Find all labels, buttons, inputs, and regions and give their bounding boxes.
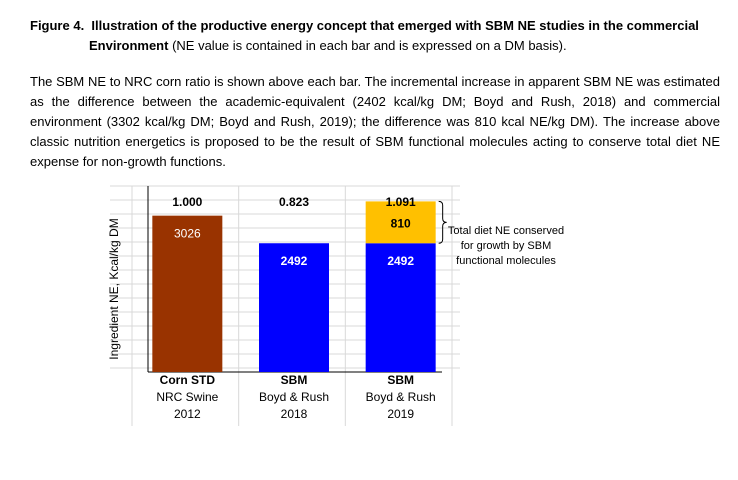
y-axis-label: Ingredient NE, Kcal/kg DM bbox=[107, 218, 121, 359]
data-label: 2492 bbox=[387, 254, 414, 268]
figure-label: Figure 4. bbox=[30, 18, 85, 33]
annotation-brace bbox=[438, 200, 447, 244]
category-label: SBM bbox=[387, 373, 414, 387]
figure-caption: Figure 4. Illustration of the productive… bbox=[30, 16, 720, 56]
ratio-label: 1.000 bbox=[172, 195, 202, 209]
data-label: 810 bbox=[391, 216, 411, 230]
category-label: NRC Swine bbox=[156, 390, 218, 404]
annotation-text: for growth by SBM bbox=[461, 240, 551, 252]
category-label: Boyd & Rush bbox=[259, 390, 329, 404]
bar-base bbox=[152, 215, 223, 372]
caption-line-1: Figure 4. Illustration of the productive… bbox=[30, 16, 720, 36]
category-label: 2018 bbox=[281, 407, 308, 421]
category-label: 2012 bbox=[174, 407, 201, 421]
caption-line-2: Environment (NE value is contained in ea… bbox=[30, 36, 720, 56]
figure-title-line2-rest: (NE value is contained in each bar and i… bbox=[168, 38, 567, 53]
category-label: 2019 bbox=[387, 407, 414, 421]
bar-base bbox=[365, 243, 436, 372]
ratio-label: 0.823 bbox=[279, 195, 309, 209]
category-label: Corn STD bbox=[160, 373, 216, 387]
bar-increment bbox=[365, 201, 436, 244]
figure-title-line2-bold: Environment bbox=[89, 38, 169, 53]
category-label: Boyd & Rush bbox=[366, 390, 436, 404]
bar-base bbox=[259, 243, 329, 372]
ratio-label: 1.091 bbox=[386, 195, 416, 209]
category-label: SBM bbox=[281, 373, 308, 387]
data-label: 2492 bbox=[281, 254, 308, 268]
figure-title-line1: Illustration of the productive energy co… bbox=[91, 18, 699, 33]
annotation-text: Total diet NE conserved bbox=[448, 225, 564, 237]
data-label: 3026 bbox=[174, 227, 201, 241]
description-paragraph: The SBM NE to NRC corn ratio is shown ab… bbox=[30, 74, 720, 169]
annotation-text: functional molecules bbox=[456, 255, 556, 267]
